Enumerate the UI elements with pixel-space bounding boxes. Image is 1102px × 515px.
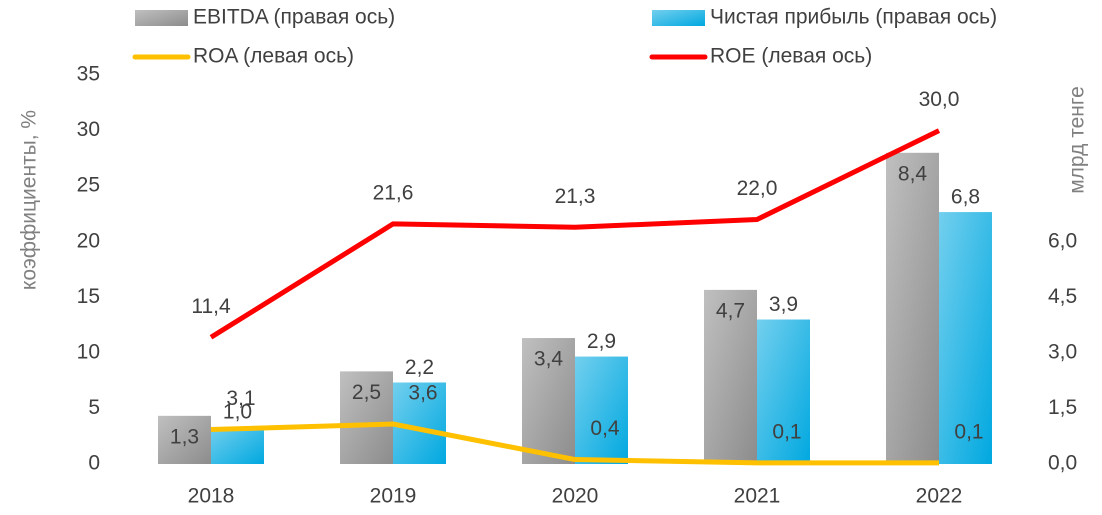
legend-label: EBITDA (правая ось): [193, 6, 395, 29]
data-label: 3,6: [408, 382, 437, 405]
y-tick-label: 10: [77, 340, 100, 363]
data-label: 11,4: [191, 295, 231, 318]
data-label: 2,2: [405, 356, 434, 379]
data-label: 21,6: [373, 181, 414, 204]
y2-axis-title: млрд тенге: [1066, 86, 1089, 194]
bar: [704, 289, 757, 464]
data-label: 3,9: [769, 293, 798, 316]
data-label: 4,7: [716, 299, 745, 322]
legend-label: ROA (левая ось): [193, 45, 354, 68]
y-tick-label: 30: [77, 118, 100, 141]
y-tick-label: 25: [77, 174, 100, 197]
bar: [939, 212, 992, 464]
data-label: 6,8: [951, 186, 980, 209]
bar: [522, 338, 575, 464]
y2-tick-label: 0,0: [1048, 452, 1077, 475]
data-label: 3,1: [226, 387, 255, 410]
y-tick-label: 0: [88, 452, 100, 475]
data-label: 30,0: [919, 88, 960, 111]
bar: [886, 152, 939, 465]
bar: [211, 426, 264, 464]
x-tick-label: 2018: [188, 485, 235, 508]
y2-tick-label: 4,5: [1048, 285, 1077, 308]
data-label: 3,4: [534, 348, 564, 371]
bar: [757, 319, 810, 464]
x-tick-label: 2019: [370, 485, 417, 508]
bar: [575, 356, 628, 464]
data-label: 0,4: [590, 417, 620, 440]
x-tick-label: 2022: [916, 485, 963, 508]
y-axis-title: коэффициенты, %: [18, 110, 41, 290]
y-tick-label: 35: [77, 63, 100, 86]
data-label: 1,0: [223, 400, 252, 423]
y2-tick-label: 1,5: [1048, 396, 1077, 419]
data-label: 2,9: [587, 330, 616, 353]
y2-tick-label: 3,0: [1048, 340, 1077, 363]
y2-tick-label: 6,0: [1048, 229, 1077, 252]
x-tick-label: 2020: [552, 485, 599, 508]
bar: [340, 371, 393, 464]
line: [210, 421, 939, 466]
legend-swatch: [135, 10, 188, 26]
y-tick-label: 20: [77, 229, 100, 252]
legend-label: Чистая прибыль (правая ось): [710, 6, 997, 29]
data-label: 21,3: [555, 185, 596, 208]
x-tick-label: 2021: [734, 485, 781, 508]
data-label: 0,1: [954, 420, 983, 443]
legend-label: ROE (левая ось): [710, 45, 872, 68]
data-label: 1,3: [170, 425, 199, 448]
legend-swatch: [652, 10, 705, 26]
data-label: 2,5: [352, 381, 381, 404]
y-tick-label: 5: [88, 396, 100, 419]
data-label: 8,4: [898, 162, 928, 185]
y-tick-label: 15: [77, 285, 100, 308]
data-label: 22,0: [737, 177, 778, 200]
line: [209, 128, 941, 340]
data-label: 0,1: [772, 420, 801, 443]
bar: [158, 415, 211, 464]
